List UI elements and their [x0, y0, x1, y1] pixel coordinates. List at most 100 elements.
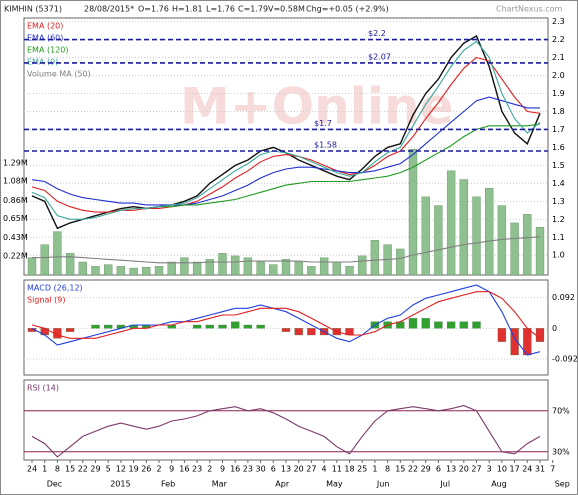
- x-tick-label: 6: [436, 465, 441, 474]
- bar: [27, 257, 37, 276]
- bar: [523, 214, 532, 276]
- bar: [256, 324, 265, 329]
- y-tick-label: 0.22M: [3, 251, 28, 260]
- symbol: KIMHIN (5371): [4, 5, 62, 14]
- bar: [472, 196, 481, 276]
- level-label: $1.7: [314, 119, 332, 128]
- bar: [205, 259, 214, 276]
- bar: [358, 255, 367, 276]
- bar: [294, 261, 303, 276]
- legend-label: EMA (120): [27, 46, 68, 55]
- bar: [142, 267, 151, 276]
- x-tick-label: 13: [281, 465, 291, 474]
- y-tick-label: 2.1: [552, 53, 565, 62]
- bar: [53, 231, 62, 276]
- x-tick-label: 26: [141, 465, 151, 474]
- bar: [421, 318, 430, 329]
- series-line: [31, 40, 541, 220]
- y-tick-label: 1.29M: [3, 158, 28, 167]
- x-tick-label: 4: [322, 465, 327, 474]
- bar: [370, 240, 380, 276]
- low: L=1.76: [206, 5, 235, 14]
- y-tick-label: 1.3: [552, 197, 565, 206]
- x-tick-label: 9: [169, 465, 174, 474]
- bar: [104, 264, 113, 276]
- legend-label: EMA (20): [27, 22, 63, 31]
- bar: [116, 266, 126, 276]
- x-tick-label: 27: [306, 465, 316, 474]
- month-label: Dec: [47, 480, 62, 489]
- x-tick-label: 9: [220, 465, 225, 474]
- bar: [218, 253, 227, 276]
- bar: [446, 170, 456, 276]
- bar: [510, 328, 519, 356]
- bar: [104, 324, 113, 329]
- x-tick-label: 13: [446, 465, 456, 474]
- bar: [396, 248, 405, 276]
- bar: [231, 255, 240, 276]
- bar: [434, 205, 443, 276]
- month-label: 2015: [110, 480, 130, 489]
- x-tick-label: 10: [497, 465, 507, 474]
- bar: [281, 328, 291, 332]
- month-label: Aug: [491, 480, 507, 489]
- x-tick-label: 11: [332, 465, 342, 474]
- bar: [65, 253, 75, 276]
- level-label: $2.2: [368, 29, 386, 38]
- y-tick-label: 1.1: [552, 233, 565, 242]
- change: Chg=+0.05 (+2.9%): [306, 5, 389, 14]
- level-label: $2.07: [368, 52, 391, 61]
- bar: [345, 266, 354, 276]
- x-tick-label: 3: [487, 465, 492, 474]
- series-line: [31, 96, 540, 206]
- bar: [192, 261, 202, 276]
- y-tick-label: 1.4: [552, 179, 565, 188]
- legend-label: Volume MA (50): [27, 70, 91, 79]
- month-label: Apr: [275, 480, 290, 489]
- x-tick-label: 23: [243, 465, 253, 474]
- legend-label: EMA (9): [27, 58, 58, 67]
- x-tick-label: 17: [510, 465, 520, 474]
- bar: [91, 266, 100, 276]
- month-label: Mar: [212, 480, 228, 489]
- source: ChartNexus.com: [496, 5, 563, 14]
- bar: [218, 324, 227, 329]
- y-tick-label: 30%: [552, 447, 570, 456]
- x-tick-label: 5: [106, 465, 111, 474]
- legend-label: RSI (14): [27, 384, 59, 393]
- x-tick-label: 22: [78, 465, 88, 474]
- bar: [421, 196, 430, 276]
- bar: [434, 321, 443, 329]
- legend-label: MACD (26,12): [27, 284, 83, 293]
- x-tick-label: 27: [471, 465, 481, 474]
- x-tick-label: 1: [42, 465, 47, 474]
- bar: [281, 259, 291, 276]
- bar: [535, 328, 545, 342]
- y-tick-label: 1.5: [552, 161, 565, 170]
- x-tick-label: 22: [408, 465, 418, 474]
- bar: [243, 257, 253, 276]
- month-label: Jun: [376, 480, 390, 489]
- bar: [65, 328, 75, 332]
- x-tick-label: 6: [271, 465, 276, 474]
- x-tick-label: 29: [421, 465, 431, 474]
- bar: [535, 227, 545, 276]
- legend-label: Signal (9): [27, 296, 65, 305]
- bar: [78, 261, 87, 276]
- open: O=1.76: [138, 5, 169, 14]
- macd-panel: [23, 279, 549, 376]
- month-label: May: [326, 480, 343, 489]
- y-tick-label: 70%: [552, 406, 570, 415]
- x-tick-label: 8: [55, 465, 60, 474]
- bar: [129, 267, 138, 276]
- y-tick-label: 1.7: [552, 125, 565, 134]
- x-tick-label: 19: [129, 465, 139, 474]
- y-tick-label: 1.08M: [3, 177, 28, 186]
- x-tick-label: 2: [156, 465, 161, 474]
- volume: V=0.58M: [268, 5, 305, 14]
- y-tick-label: 0.86M: [3, 196, 28, 205]
- bar: [243, 324, 253, 329]
- x-tick-label: 18: [344, 465, 354, 474]
- bar: [319, 257, 329, 276]
- bar: [167, 261, 176, 276]
